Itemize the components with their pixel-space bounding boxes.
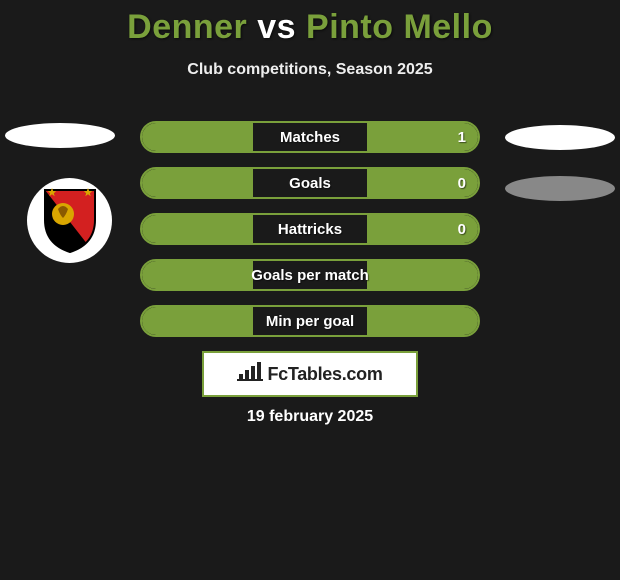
stat-row-goals-per-match: Goals per match xyxy=(140,259,480,291)
stat-right-value: 0 xyxy=(458,221,466,238)
stat-right-value: 0 xyxy=(458,175,466,192)
subtitle: Club competitions, Season 2025 xyxy=(0,61,620,79)
brand-name: FcTables.com xyxy=(267,364,382,385)
club-shield-icon xyxy=(41,188,99,254)
player2-name: Pinto Mello xyxy=(306,8,493,46)
player1-club-badge xyxy=(27,178,112,263)
stat-right-value: 1 xyxy=(458,129,466,146)
stat-label: Hattricks xyxy=(142,221,478,238)
page-title: Denner vs Pinto Mello xyxy=(0,0,620,47)
footer-date: 19 february 2025 xyxy=(0,408,620,426)
stat-label: Min per goal xyxy=(142,313,478,330)
player2-club-placeholder xyxy=(505,176,615,201)
brand-watermark: FcTables.com xyxy=(202,351,418,397)
stat-row-min-per-goal: Min per goal xyxy=(140,305,480,337)
stat-row-goals: Goals 0 xyxy=(140,167,480,199)
bar-chart-icon xyxy=(237,362,263,387)
player1-name: Denner xyxy=(127,8,247,46)
stat-label: Goals xyxy=(142,175,478,192)
stat-row-hattricks: Hattricks 0 xyxy=(140,213,480,245)
stats-container: Matches 1 Goals 0 Hattricks 0 Goals per … xyxy=(140,121,480,351)
stat-label: Matches xyxy=(142,129,478,146)
stat-row-matches: Matches 1 xyxy=(140,121,480,153)
player1-avatar-placeholder xyxy=(5,123,115,148)
vs-word: vs xyxy=(257,8,296,46)
player2-avatar-placeholder xyxy=(505,125,615,150)
stat-label: Goals per match xyxy=(142,267,478,284)
